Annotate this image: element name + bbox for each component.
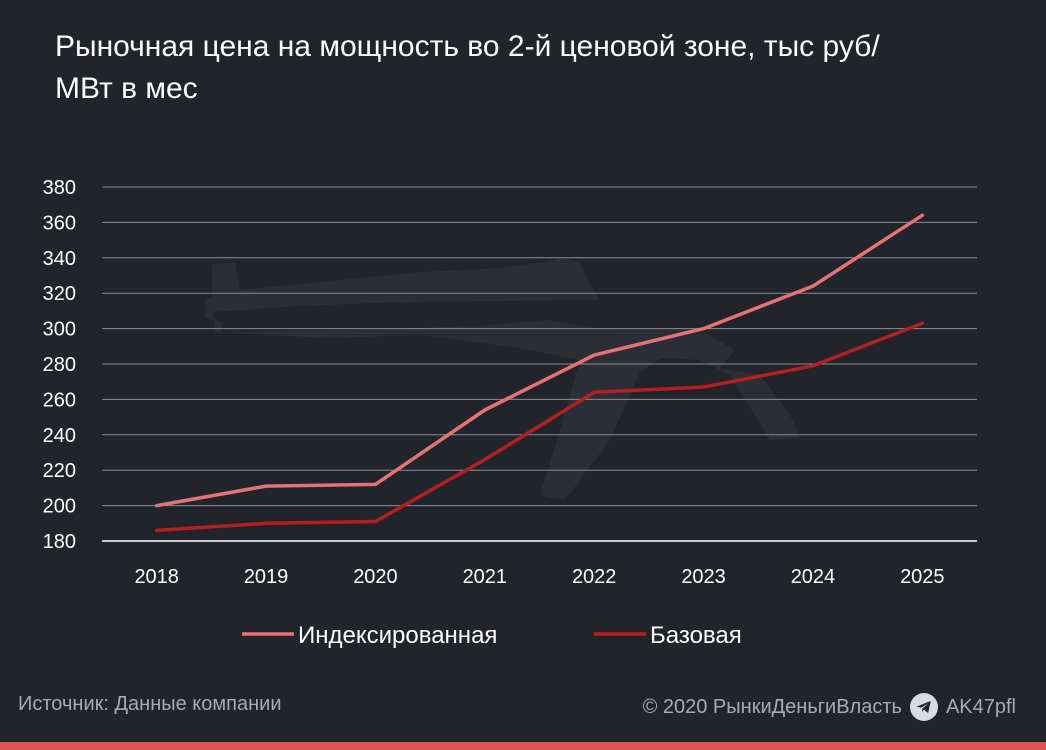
x-tick-label: 2024 bbox=[791, 566, 836, 588]
y-tick-label: 220 bbox=[43, 460, 76, 482]
y-tick-label: 200 bbox=[43, 496, 76, 518]
y-tick-label: 360 bbox=[43, 212, 76, 234]
footer-credits: © 2020 РынкиДеньгиВласть AK47pfl bbox=[643, 693, 1016, 721]
y-axis: 180 200 220 240 260 280 300 320 340 360 380 bbox=[43, 177, 76, 553]
series-lines bbox=[154, 213, 925, 533]
rifle-watermark-icon bbox=[205, 258, 800, 500]
y-tick-label: 180 bbox=[43, 531, 76, 553]
y-tick-label: 300 bbox=[43, 319, 76, 341]
x-tick-label: 2025 bbox=[900, 566, 945, 588]
y-tick-label: 340 bbox=[43, 248, 76, 270]
copyright-text: © 2020 РынкиДеньгиВласть bbox=[642, 695, 902, 718]
x-tick-label: 2023 bbox=[681, 566, 726, 588]
telegram-icon[interactable] bbox=[909, 693, 938, 721]
x-tick-label: 2021 bbox=[463, 566, 508, 588]
accent-bar bbox=[0, 742, 1046, 750]
x-axis: 2018 2019 2020 2021 2022 2023 2024 2025 bbox=[134, 566, 944, 588]
series-line-indexed bbox=[154, 213, 925, 508]
source-note: Источник: Данные компании bbox=[18, 693, 282, 715]
y-tick-label: 280 bbox=[43, 354, 76, 376]
y-tick-label: 240 bbox=[43, 425, 76, 447]
x-tick-label: 2018 bbox=[134, 566, 179, 588]
y-tick-label: 320 bbox=[43, 283, 76, 305]
series-line-base bbox=[154, 321, 925, 533]
channel-handle[interactable]: AK47pfl bbox=[945, 695, 1016, 718]
y-tick-label: 260 bbox=[43, 389, 76, 411]
grid-lines bbox=[102, 186, 977, 542]
y-tick-label: 380 bbox=[43, 177, 76, 199]
x-tick-label: 2020 bbox=[353, 566, 398, 588]
legend-label: Базовая bbox=[650, 622, 742, 649]
chart-title: Рыночная цена на мощность во 2-й ценовой… bbox=[55, 30, 880, 105]
legend-label: Индексированная bbox=[298, 622, 497, 649]
x-tick-label: 2019 bbox=[244, 566, 289, 588]
legend: Индексированная Базовая bbox=[242, 622, 742, 649]
x-tick-label: 2022 bbox=[572, 566, 617, 588]
